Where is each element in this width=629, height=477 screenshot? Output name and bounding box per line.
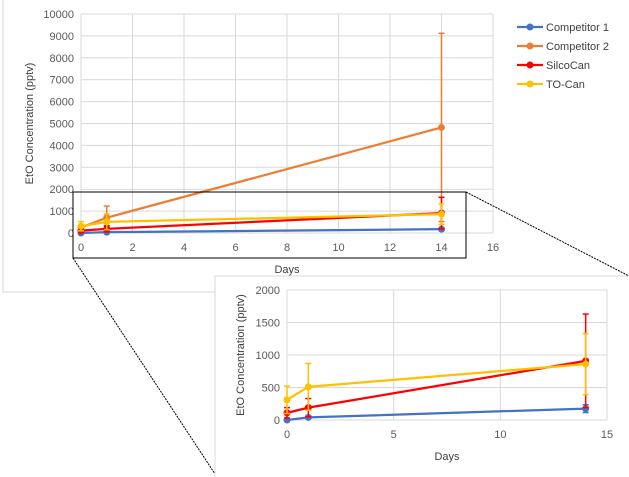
data-point [103,218,111,226]
x-tick-label: 0 [284,429,290,441]
x-tick-label: 15 [601,429,613,441]
x-tick-label: 14 [435,242,447,254]
x-tick-label: 4 [181,242,187,254]
y-tick-label: 8000 [50,53,74,65]
y-tick-label: 0 [68,228,74,240]
x-axis-label: Days [434,451,460,463]
x-tick-label: 5 [391,429,397,441]
legend: Competitor 1 Competitor 2 SilcoCan TO-Can [517,22,609,91]
x-tick-label: 0 [78,242,84,254]
chart-area [2,0,629,293]
y-tick-label: 9000 [50,31,74,43]
x-tick-label: 8 [284,242,290,254]
legend-label: TO-Can [546,79,585,91]
data-point [582,405,590,413]
main-chart: 0100020003000400050006000700080009000100… [2,0,629,293]
x-tick-label: 10 [332,242,344,254]
y-tick-label: 7000 [50,75,74,87]
y-tick-label: 4000 [50,140,74,152]
data-point [304,383,312,391]
x-tick-label: 12 [384,242,396,254]
y-tick-label: 6000 [50,97,74,109]
y-tick-label: 3000 [50,162,74,174]
legend-marker [526,23,534,31]
x-tick-label: 16 [487,242,499,254]
y-tick-label: 5000 [50,119,74,131]
data-point [438,210,445,218]
legend-item: TO-Can [517,79,585,91]
legend-marker [526,61,534,69]
series-to-can [283,332,590,415]
legend-label: Competitor 2 [546,41,609,53]
legend-item: Competitor 2 [517,41,609,53]
x-tick-label: 6 [232,242,238,254]
y-axis-label: EtO Concentration (pptv) [235,294,247,416]
y-tick-label: 1000 [50,206,74,218]
y-tick-label: 2000 [256,285,280,297]
inset-chart: 0 500 1000 1500 2000 0 5 10 15 Days EtO Concentrat… [214,275,629,477]
series-to-can [77,203,445,232]
legend-item: Competitor 1 [517,22,609,34]
data-point [77,222,85,230]
y-tick-label: 500 [262,383,280,395]
legend-marker [526,42,534,50]
legend-label: Competitor 1 [546,22,609,34]
data-point [438,123,445,131]
y-tick-label: 2000 [50,184,74,196]
data-point [283,396,291,404]
zoom-connector-line [72,257,218,477]
data-point [582,360,590,368]
x-tick-label: 2 [129,242,135,254]
y-tick-label: 10000 [43,9,74,21]
y-tick-label: 1000 [256,350,280,362]
legend-item: SilcoCan [517,60,590,72]
legend-marker [526,80,534,88]
y-tick-label: 0 [274,415,280,427]
legend-label: SilcoCan [546,60,590,72]
y-tick-label: 1500 [256,318,280,330]
zoom-region-box [72,191,467,259]
x-axis-label: Days [274,264,300,276]
zoom-connector-line [465,191,629,277]
x-tick-label: 10 [494,429,506,441]
y-axis-label: EtO Concentration (pptv) [24,63,36,185]
